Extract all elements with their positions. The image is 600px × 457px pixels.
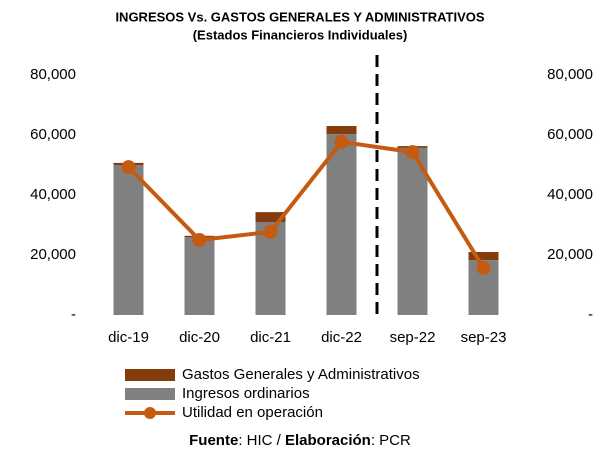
line-marker xyxy=(334,134,349,149)
x-tick-label: sep-22 xyxy=(390,329,436,346)
line-marker xyxy=(476,260,491,275)
bar xyxy=(326,126,357,135)
line-marker xyxy=(192,233,207,247)
legend-swatch xyxy=(125,388,175,400)
source: Fuente: HIC / Elaboración: PCR xyxy=(189,432,411,449)
legend-label: Utilidad en operación xyxy=(182,404,323,421)
y2-tick-label: 60,000 xyxy=(547,126,593,143)
legend-swatch xyxy=(125,369,175,381)
bar xyxy=(113,165,144,315)
line xyxy=(127,139,486,269)
x-tick-label: dic-19 xyxy=(108,329,149,346)
y-tick-label: 80,000 xyxy=(30,66,76,83)
source-part: Elaboración xyxy=(285,432,371,449)
source-part: Fuente xyxy=(189,432,238,449)
legend-marker xyxy=(144,407,156,419)
y2-tick-label: 20,000 xyxy=(547,246,593,263)
y2-tick-label: 80,000 xyxy=(547,66,593,83)
source-part: : PCR xyxy=(371,432,411,449)
bar xyxy=(326,134,357,315)
x-tick-label: dic-20 xyxy=(179,329,220,346)
x-tick-label: dic-22 xyxy=(321,329,362,346)
bar xyxy=(397,147,428,315)
y2-tick-label: 40,000 xyxy=(547,186,593,203)
y-tick-label: 60,000 xyxy=(30,126,76,143)
source-part: : HIC / xyxy=(238,432,285,449)
y2-tick-label: - xyxy=(588,306,593,323)
y-tick-label: 20,000 xyxy=(30,246,76,263)
x-tick-label: dic-21 xyxy=(250,329,291,346)
bar xyxy=(255,212,286,222)
chart-subtitle: (Estados Financieros Individuales) xyxy=(193,27,408,42)
line-marker xyxy=(405,145,420,160)
line-marker xyxy=(263,224,278,239)
x-tick-label: sep-23 xyxy=(461,329,507,346)
legend-label: Gastos Generales y Administrativos xyxy=(182,366,420,383)
line-marker xyxy=(121,160,136,175)
y-tick-label: 40,000 xyxy=(30,186,76,203)
legend-label: Ingresos ordinarios xyxy=(182,385,310,402)
bar xyxy=(468,252,499,261)
chart-title: INGRESOS Vs. GASTOS GENERALES Y ADMINIST… xyxy=(115,9,484,24)
bar xyxy=(184,237,215,315)
y-tick-label: - xyxy=(71,306,76,323)
